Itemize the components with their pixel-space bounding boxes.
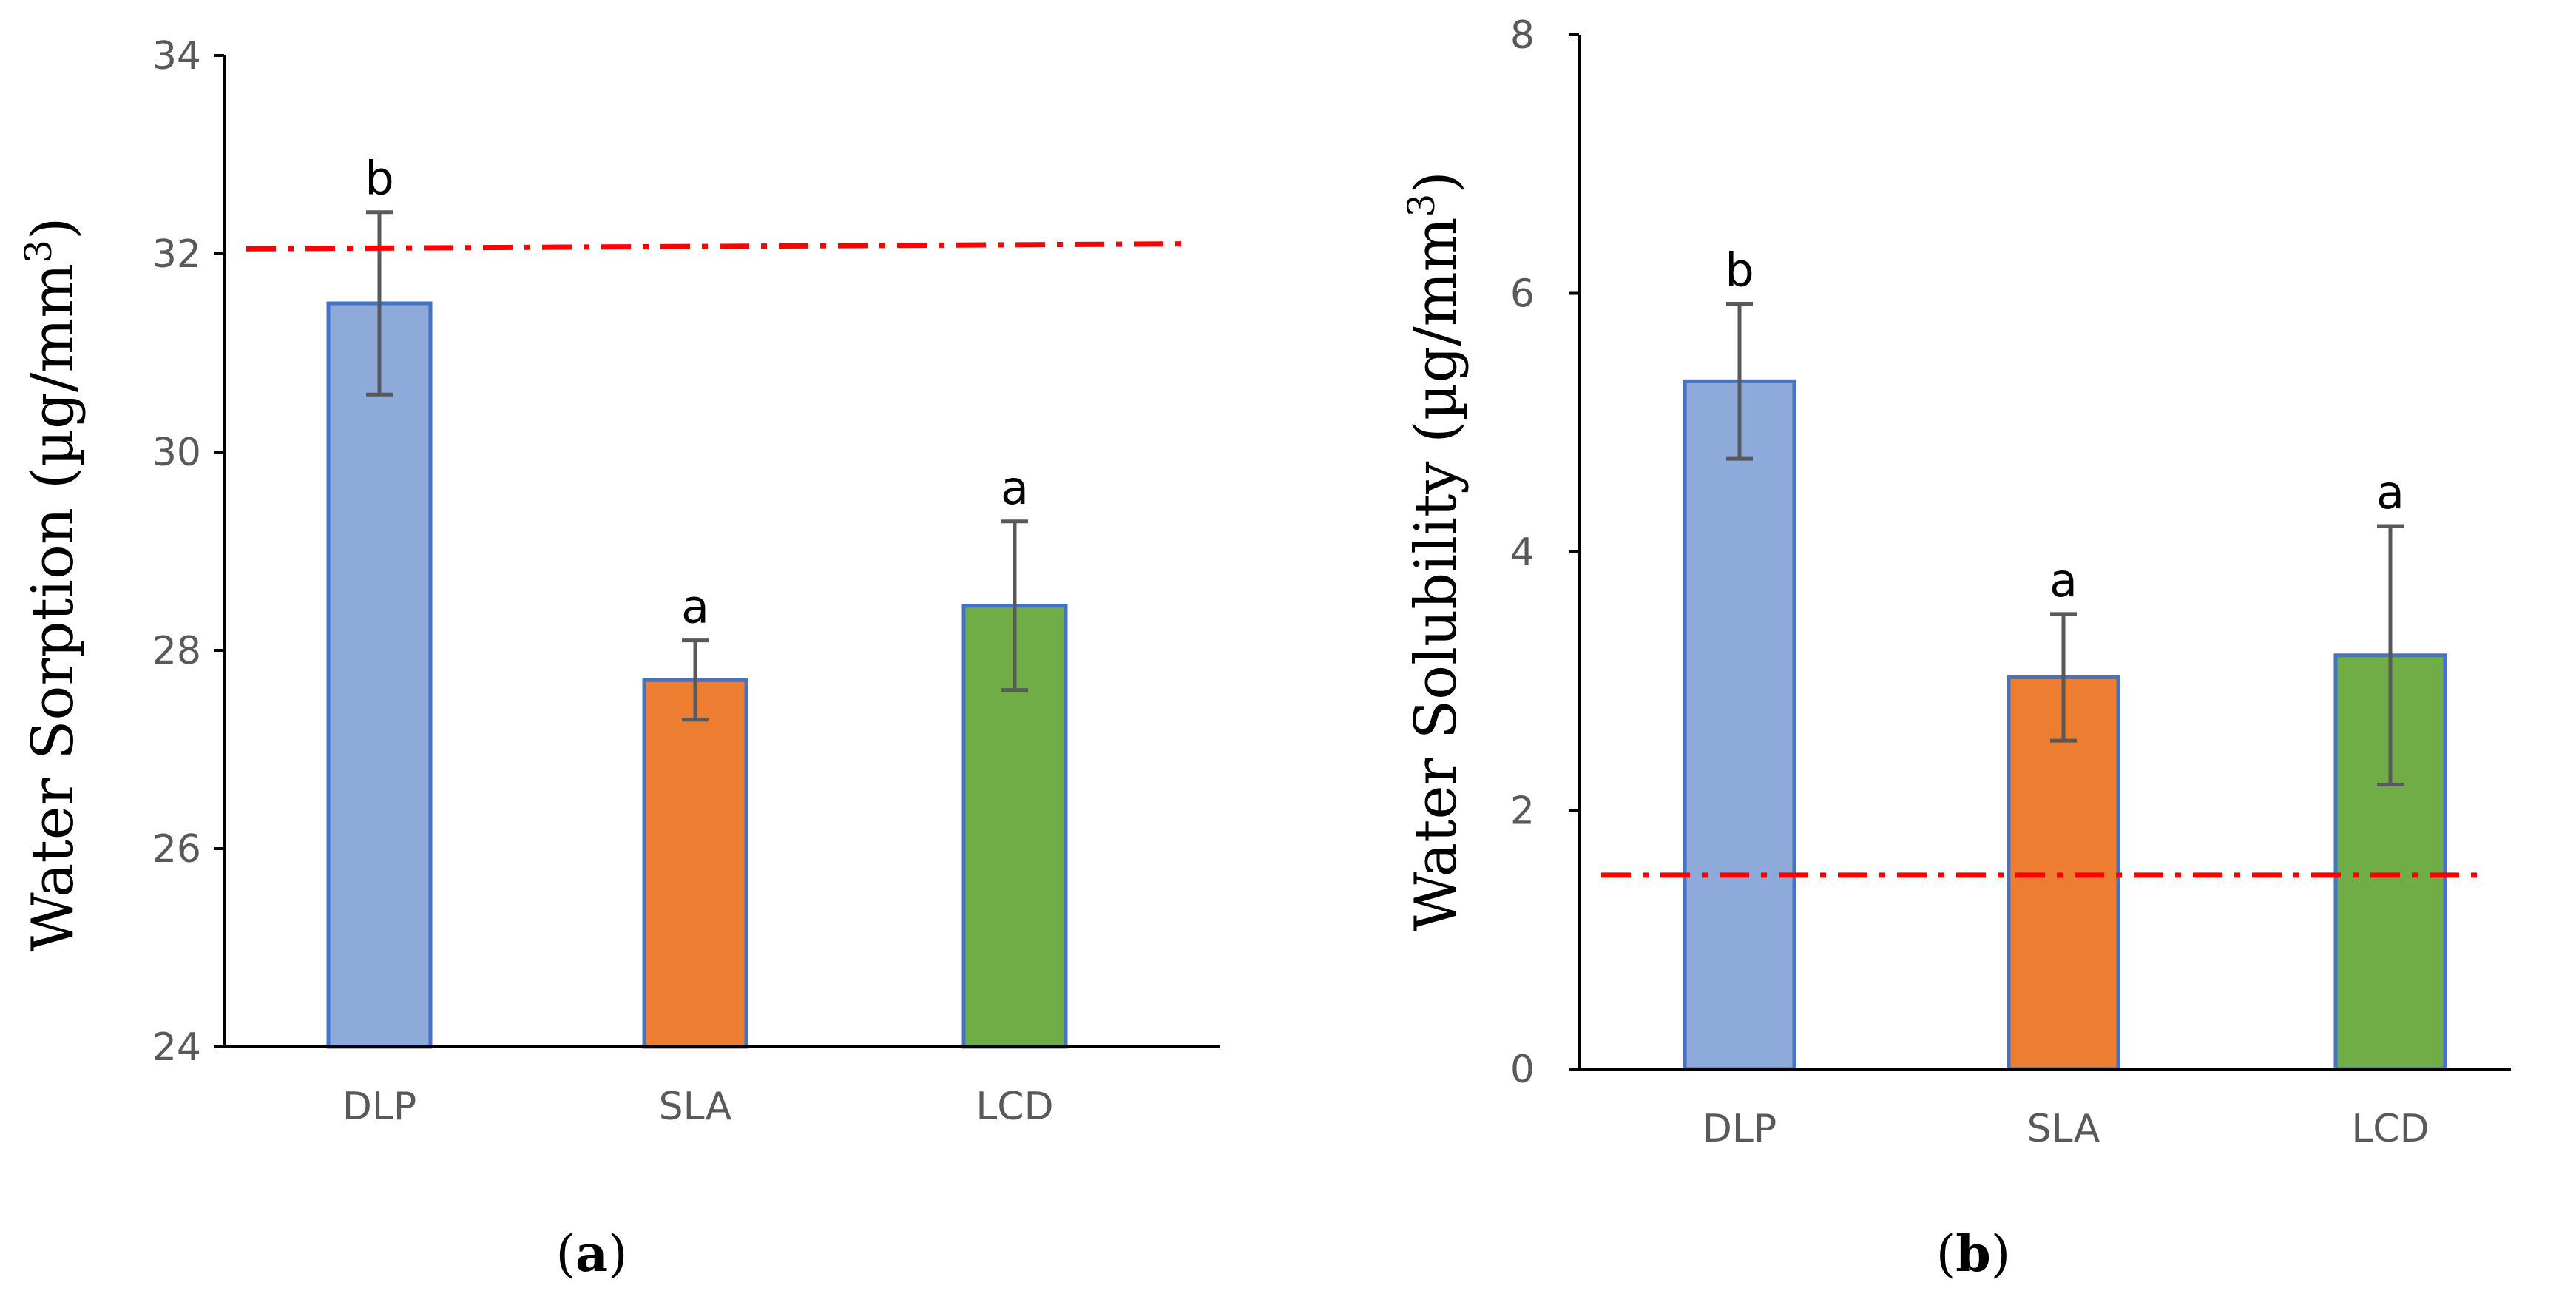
y-tick-label: 6 <box>1510 272 1535 317</box>
x-tick-label: LCD <box>2351 1107 2429 1151</box>
x-tick-label: DLP <box>342 1085 416 1129</box>
panel-b-label: (b) <box>1936 1224 2011 1284</box>
y-tick-label: 0 <box>1510 1048 1535 1092</box>
panel-b-error-bars <box>1726 301 2404 787</box>
error-bar-dlp <box>1726 301 1753 461</box>
y-tick-label: 32 <box>152 232 201 277</box>
panel-a-y-ticks: 24 26 28 30 32 34 <box>152 34 224 1070</box>
error-bar-sla <box>682 638 709 722</box>
x-tick-label: LCD <box>976 1085 1053 1129</box>
y-tick-label: 28 <box>152 629 201 673</box>
panel-a-significance-labels: b a a <box>365 152 1029 634</box>
error-bar-lcd <box>2377 524 2404 787</box>
y-tick-label: 24 <box>152 1025 201 1070</box>
y-tick-label: 26 <box>152 827 201 872</box>
y-tick-label: 8 <box>1510 13 1535 58</box>
bar-dlp <box>326 301 433 1049</box>
panel-a-reference-line <box>246 241 1191 252</box>
panel-b: 0 2 4 6 8 DLP SLA LCD b a a Water Solubility (µg… <box>1400 13 2511 1284</box>
panel-a-error-bars <box>366 210 1028 722</box>
y-tick-label: 34 <box>152 34 201 78</box>
panel-b-x-tick-labels: DLP SLA LCD <box>1703 1107 2430 1151</box>
panel-b-significance-labels: b a a <box>1725 243 2404 607</box>
significance-label: b <box>1725 243 1754 297</box>
y-tick-label: 30 <box>152 431 201 475</box>
error-bar-dlp <box>366 210 393 397</box>
x-tick-label: SLA <box>2027 1107 2100 1151</box>
error-bar-sla <box>2050 612 2077 743</box>
x-tick-label: SLA <box>659 1085 732 1129</box>
panel-a: 24 26 28 30 32 34 DLP SLA LCD b a a Water Sorptio… <box>17 34 1220 1284</box>
panel-b-y-ticks: 0 2 4 6 8 <box>1510 13 1579 1092</box>
y-tick-label: 2 <box>1510 789 1535 834</box>
significance-label: a <box>2376 465 2404 519</box>
significance-label: b <box>365 152 393 206</box>
panel-a-x-tick-labels: DLP SLA LCD <box>342 1085 1054 1129</box>
significance-label: a <box>1001 461 1029 515</box>
x-tick-label: DLP <box>1703 1107 1777 1151</box>
panel-a-y-axis-title: Water Sorption (µg/mm3) <box>17 218 87 952</box>
bar-sla <box>642 678 748 1049</box>
error-bar-lcd <box>1001 519 1028 692</box>
bar-dlp <box>1683 379 1796 1071</box>
significance-label: a <box>2049 553 2078 607</box>
panel-a-label: (a) <box>555 1224 627 1284</box>
y-tick-label: 4 <box>1510 530 1535 575</box>
panel-b-y-axis-title: Water Solubility (µg/mm3) <box>1400 171 1470 931</box>
significance-label: a <box>681 580 709 634</box>
